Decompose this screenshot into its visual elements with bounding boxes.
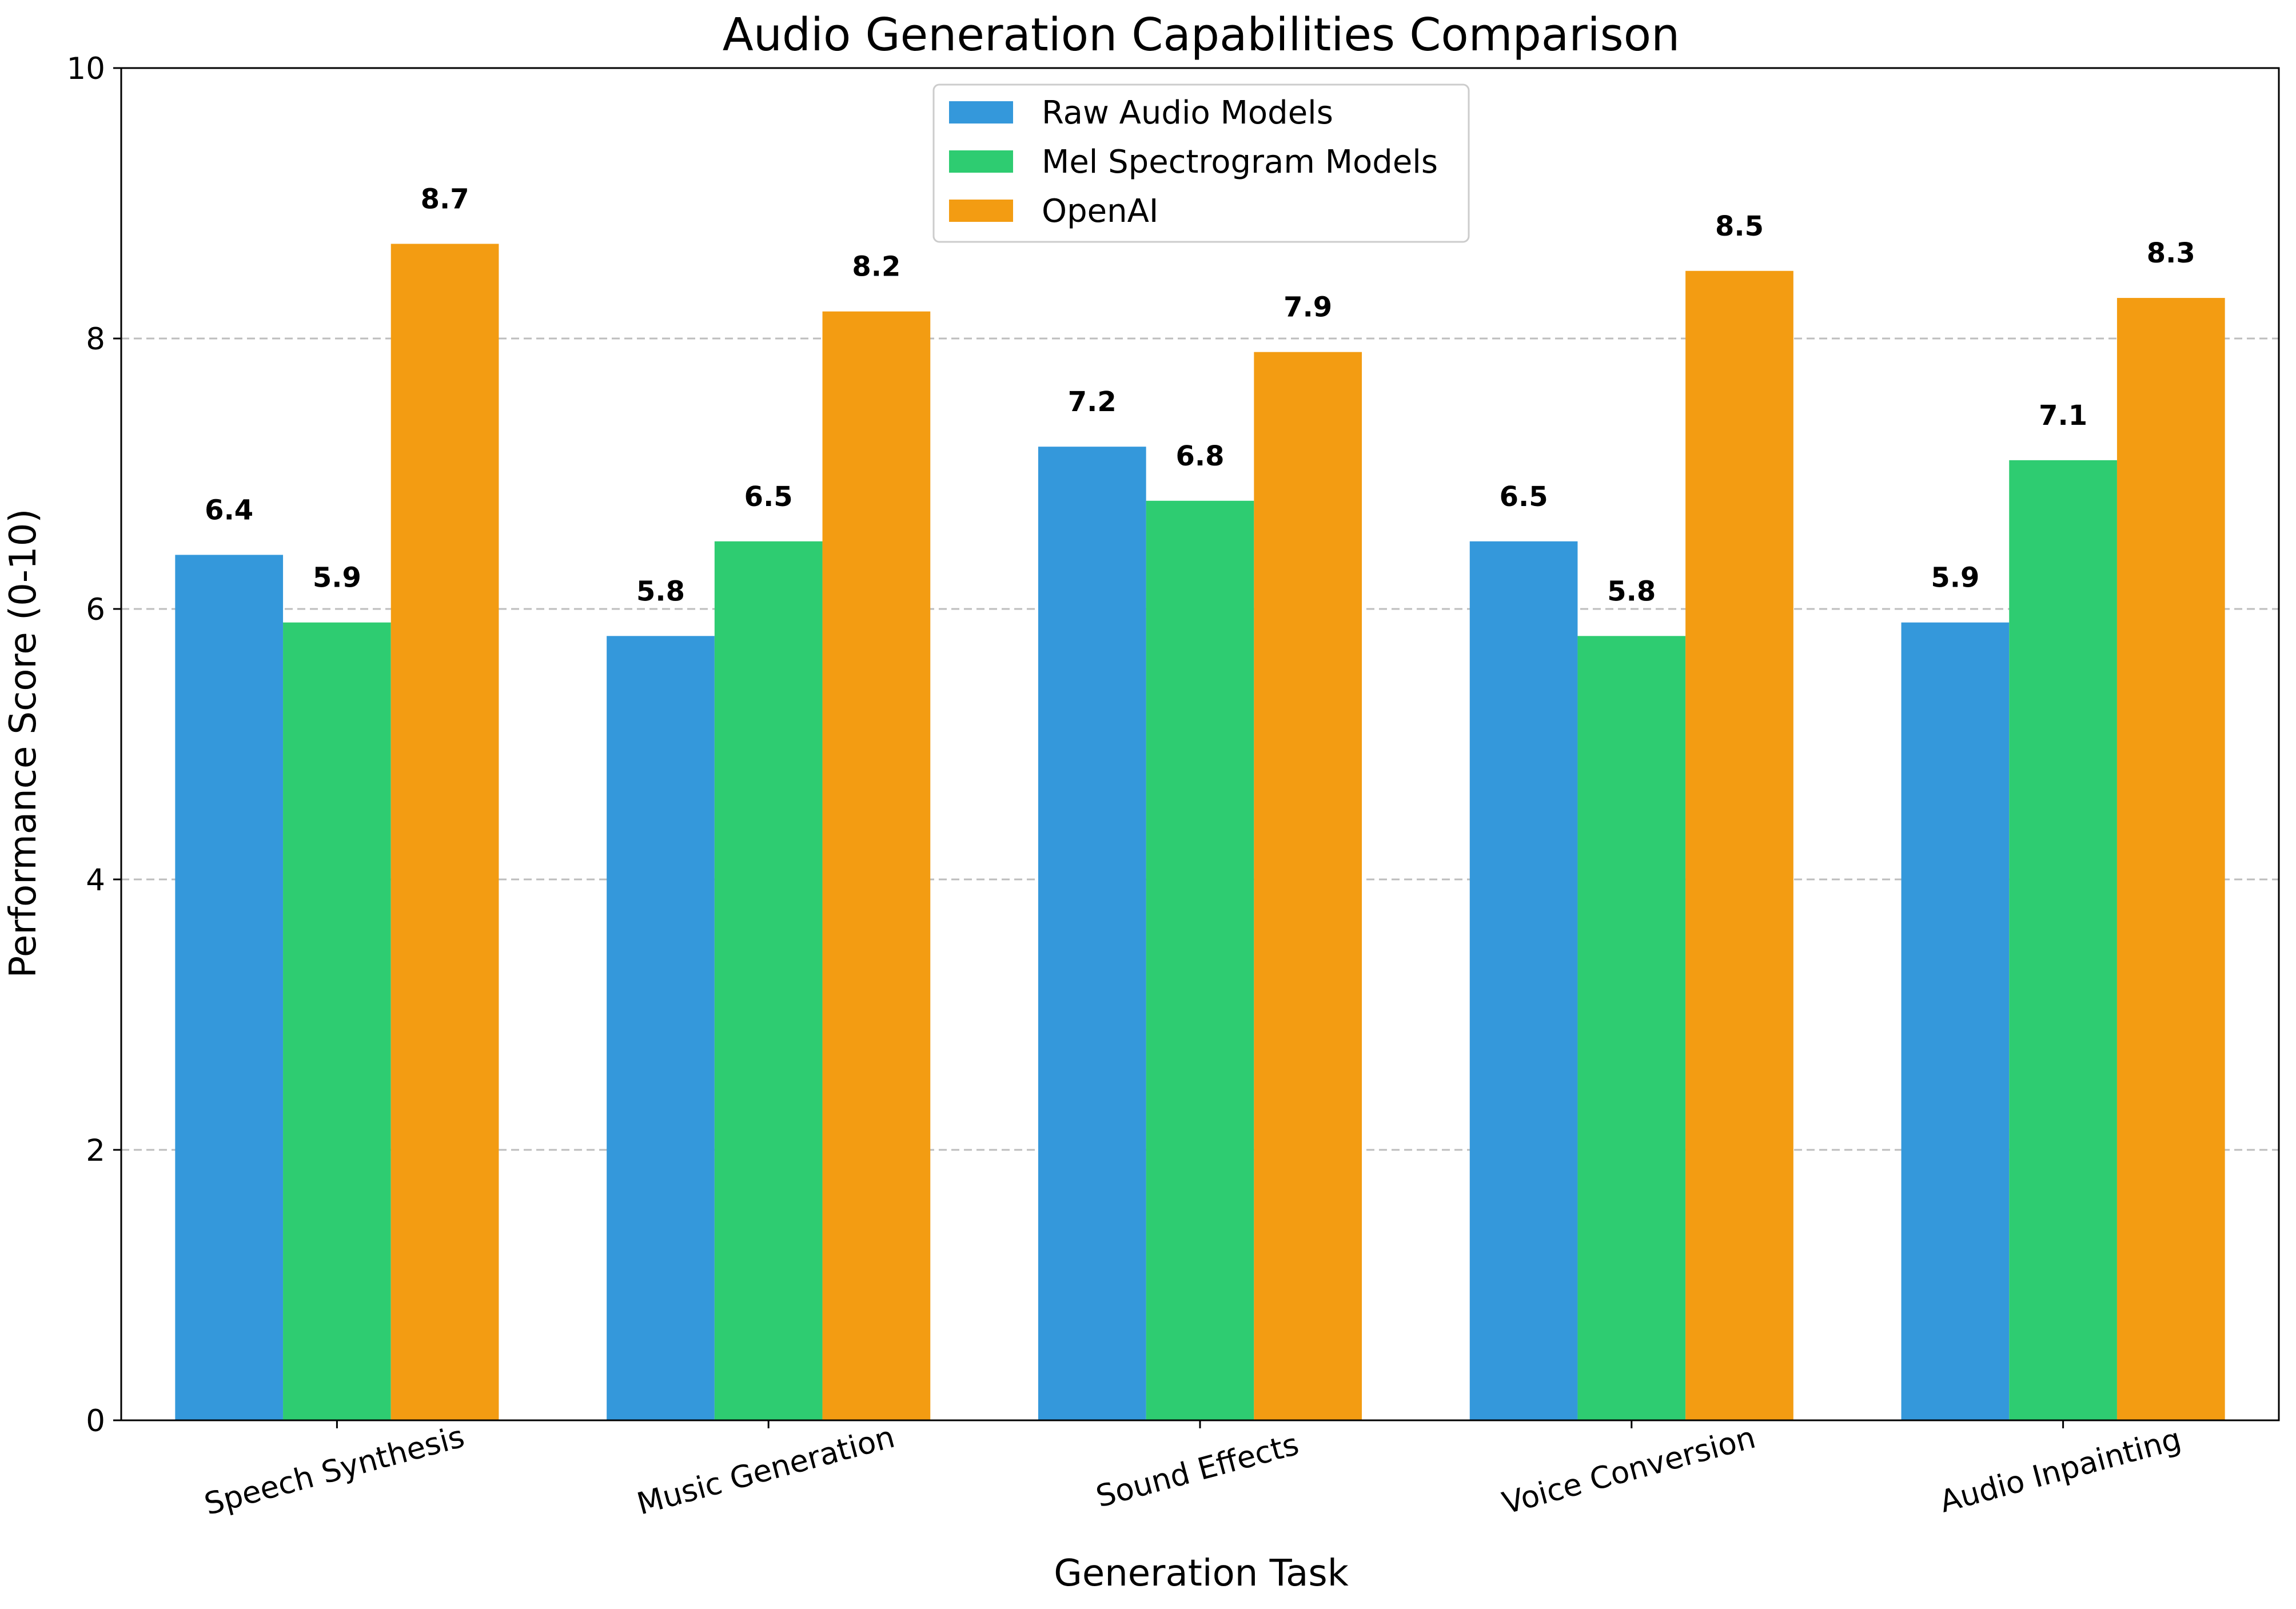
bars [175,244,2225,1421]
value-labels: 6.4 5.8 7.2 6.5 5.9 5.9 6.5 6.8 5.8 7.1 8.7 8.2 7.9 8… [205,183,2195,607]
y-tick-label: 4 [86,863,105,898]
value-label: 8.7 [421,183,469,215]
bar [175,555,284,1420]
value-label: 6.5 [744,481,793,513]
bar [2116,298,2225,1420]
legend-box [932,83,1470,243]
value-label: 6.5 [1500,481,1548,513]
y-tick-label: 6 [86,592,105,627]
value-label: 5.8 [1607,575,1656,607]
value-label: 5.8 [636,575,685,607]
y-axis-ticks: 0 2 4 6 8 10 [67,51,121,1439]
value-label: 6.4 [205,494,253,526]
legend-label: Mel Spectrogram Models [1042,144,1438,181]
value-label: 7.2 [1068,386,1117,418]
y-tick-label: 0 [86,1404,105,1439]
y-tick-label: 10 [67,51,105,86]
value-label: 8.5 [1715,210,1764,242]
bar [1038,447,1146,1421]
y-tick-label: 8 [86,322,105,357]
legend-swatch [949,101,1013,124]
legend-label: OpenAI [1042,193,1158,230]
bar [2009,460,2117,1420]
bar [1577,636,1686,1420]
legend-swatch [949,150,1013,173]
legend-swatch [949,200,1013,222]
bar [1254,352,1362,1420]
value-label: 7.9 [1283,292,1332,324]
value-label: 8.2 [852,251,900,283]
y-tick-label: 2 [86,1133,105,1168]
bar [390,244,499,1421]
value-label: 6.8 [1175,440,1224,472]
bar [1146,500,1254,1420]
y-axis-label: Performance Score (0-10) [2,509,45,978]
bar [607,636,715,1420]
bar [1469,541,1578,1420]
legend: Raw Audio Models Mel Spectrogram Models Op… [932,83,1470,243]
bar [822,311,931,1421]
bar [714,541,823,1420]
chart-title: Audio Generation Capabilities Comparison [723,9,1680,61]
bar [1901,622,2010,1420]
value-label: 5.9 [313,562,361,594]
value-label: 7.1 [2039,400,2087,432]
legend-label: Raw Audio Models [1042,94,1333,132]
bar [1685,270,1793,1420]
value-label: 8.3 [2147,237,2195,269]
value-label: 5.9 [1931,562,1979,594]
bar [283,622,391,1420]
x-axis-label: Generation Task [1054,1552,1349,1595]
